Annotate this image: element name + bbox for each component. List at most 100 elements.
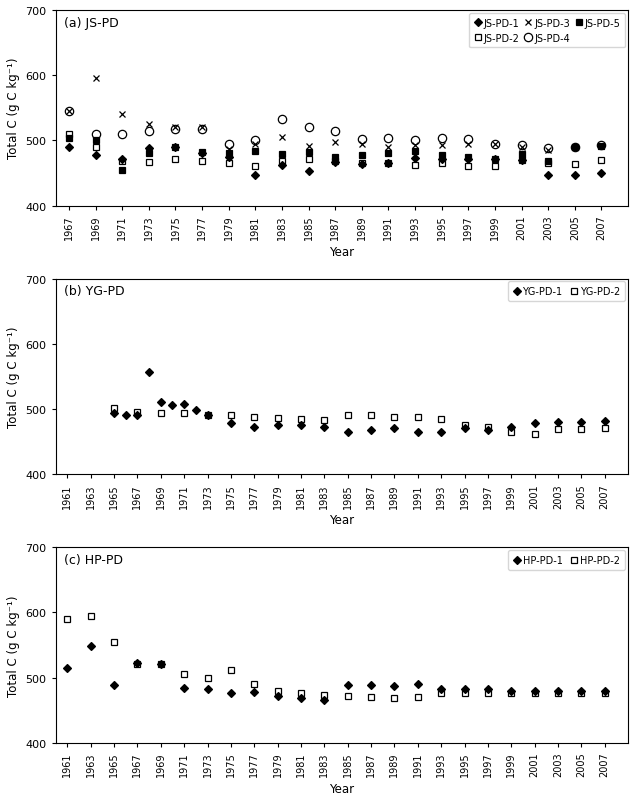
YG-PD-1 — [554, 418, 562, 427]
YG-PD-1 — [391, 423, 398, 433]
JS-PD-1 — [518, 156, 525, 165]
YG-PD-2 — [461, 421, 469, 431]
HP-PD-2 — [461, 688, 469, 698]
JS-PD-3 — [305, 142, 312, 152]
Legend: JS-PD-1, JS-PD-2, JS-PD-3, JS-PD-4, JS-PD-5: JS-PD-1, JS-PD-2, JS-PD-3, JS-PD-4, JS-P… — [469, 14, 625, 48]
JS-PD-4 — [385, 135, 392, 144]
JS-PD-3 — [491, 140, 498, 149]
HP-PD-2 — [274, 686, 281, 695]
Y-axis label: Total C (g C kg⁻¹): Total C (g C kg⁻¹) — [7, 58, 20, 160]
JS-PD-5 — [571, 143, 578, 152]
YG-PD-2 — [157, 408, 164, 418]
JS-PD-2 — [491, 162, 498, 172]
JS-PD-2 — [278, 157, 286, 167]
YG-PD-1 — [297, 421, 305, 431]
YG-PD-1 — [531, 419, 538, 428]
JS-PD-4 — [278, 115, 286, 125]
YG-PD-1 — [344, 427, 352, 437]
JS-PD-1 — [358, 160, 366, 170]
YG-PD-2 — [414, 413, 422, 423]
YG-PD-2 — [438, 415, 445, 424]
YG-PD-2 — [297, 415, 305, 424]
JS-PD-4 — [518, 141, 525, 151]
Line: YG-PD-1: YG-PD-1 — [111, 371, 608, 435]
JS-PD-2 — [118, 157, 126, 167]
YG-PD-2 — [274, 414, 281, 423]
JS-PD-3 — [518, 143, 525, 152]
Legend: YG-PD-1, YG-PD-2: YG-PD-1, YG-PD-2 — [508, 282, 625, 302]
JS-PD-2 — [145, 158, 152, 168]
JS-PD-5 — [171, 143, 179, 152]
YG-PD-1 — [507, 422, 515, 431]
YG-PD-2 — [531, 429, 538, 439]
YG-PD-1 — [204, 411, 211, 421]
HP-PD-2 — [531, 688, 538, 698]
JS-PD-1 — [65, 143, 73, 152]
HP-PD-1 — [344, 681, 352, 691]
JS-PD-4 — [465, 135, 472, 144]
Line: YG-PD-2: YG-PD-2 — [110, 405, 608, 438]
JS-PD-2 — [598, 156, 605, 165]
YG-PD-2 — [367, 411, 375, 421]
YG-PD-2 — [484, 422, 491, 431]
JS-PD-2 — [65, 130, 73, 140]
JS-PD-1 — [331, 158, 339, 168]
YG-PD-1 — [321, 423, 328, 432]
JS-PD-1 — [571, 171, 578, 180]
JS-PD-5 — [491, 155, 498, 164]
JS-PD-4 — [198, 125, 206, 135]
Text: (c) HP-PD: (c) HP-PD — [64, 553, 123, 566]
JS-PD-3 — [145, 120, 152, 130]
YG-PD-2 — [110, 404, 118, 414]
HP-PD-2 — [367, 692, 375, 702]
JS-PD-5 — [278, 150, 286, 160]
HP-PD-2 — [507, 688, 515, 698]
JS-PD-2 — [92, 143, 100, 152]
YG-PD-1 — [274, 420, 281, 430]
JS-PD-3 — [251, 140, 259, 149]
HP-PD-1 — [227, 688, 235, 698]
JS-PD-4 — [305, 124, 312, 133]
JS-PD-4 — [145, 127, 152, 136]
HP-PD-2 — [227, 665, 235, 674]
JS-PD-1 — [118, 155, 126, 164]
HP-PD-1 — [391, 682, 398, 691]
YG-PD-2 — [577, 425, 585, 435]
JS-PD-4 — [92, 130, 100, 140]
JS-PD-1 — [225, 152, 232, 162]
JS-PD-1 — [305, 167, 312, 176]
YG-PD-1 — [601, 416, 608, 426]
JS-PD-2 — [385, 159, 392, 168]
HP-PD-2 — [344, 691, 352, 701]
HP-PD-1 — [133, 658, 141, 668]
Y-axis label: Total C (g C kg⁻¹): Total C (g C kg⁻¹) — [7, 594, 20, 696]
JS-PD-1 — [92, 152, 100, 161]
JS-PD-1 — [491, 155, 498, 164]
JS-PD-3 — [438, 141, 446, 151]
JS-PD-2 — [331, 157, 339, 167]
Line: HP-PD-1: HP-PD-1 — [65, 644, 608, 703]
HP-PD-2 — [554, 688, 562, 698]
HP-PD-2 — [64, 614, 71, 624]
YG-PD-1 — [180, 400, 188, 410]
YG-PD-2 — [227, 411, 235, 421]
JS-PD-3 — [598, 142, 605, 152]
JS-PD-4 — [438, 135, 446, 144]
YG-PD-2 — [601, 424, 608, 434]
JS-PD-5 — [438, 151, 446, 160]
JS-PD-5 — [198, 148, 206, 158]
YG-PD-2 — [250, 413, 258, 423]
Line: JS-PD-4: JS-PD-4 — [65, 107, 606, 153]
JS-PD-3 — [171, 124, 179, 133]
YG-PD-1 — [145, 368, 153, 378]
JS-PD-4 — [65, 107, 73, 116]
JS-PD-2 — [305, 155, 312, 164]
HP-PD-1 — [204, 684, 211, 694]
JS-PD-3 — [92, 75, 100, 84]
Legend: HP-PD-1, HP-PD-2: HP-PD-1, HP-PD-2 — [509, 550, 625, 570]
HP-PD-1 — [484, 685, 491, 695]
YG-PD-2 — [321, 415, 328, 425]
YG-PD-2 — [204, 411, 211, 421]
YG-PD-1 — [110, 409, 118, 419]
JS-PD-3 — [198, 124, 206, 133]
